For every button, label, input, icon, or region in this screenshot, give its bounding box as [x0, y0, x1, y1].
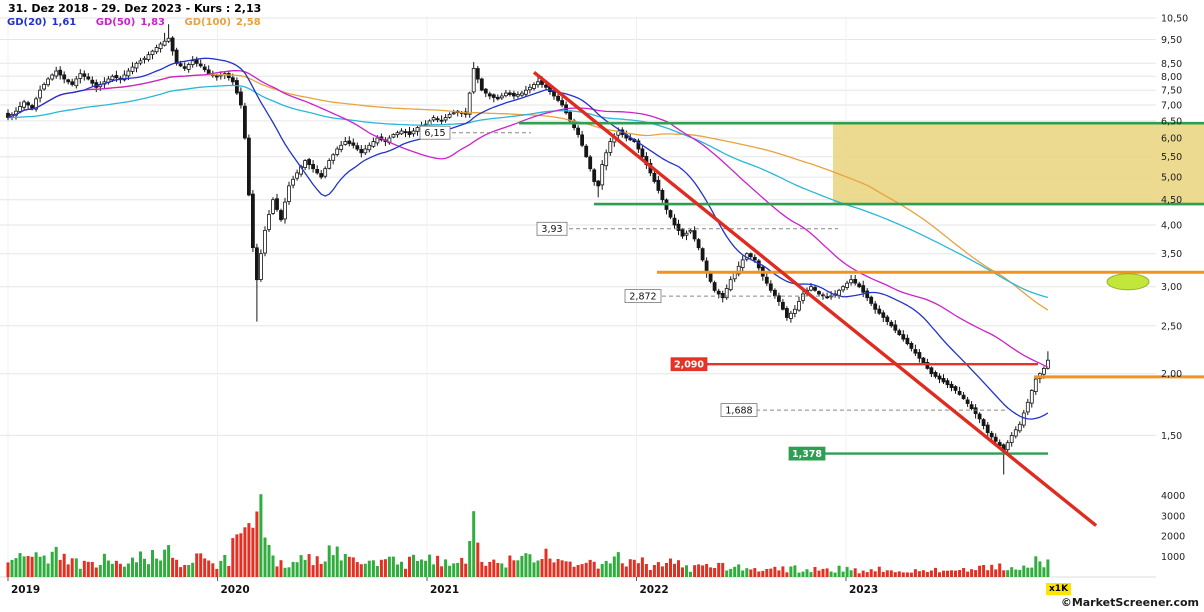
- svg-text:1,50: 1,50: [1161, 431, 1182, 442]
- volume-bars: [6, 494, 1050, 577]
- svg-text:2019: 2019: [11, 584, 40, 596]
- svg-text:4,50: 4,50: [1161, 195, 1182, 206]
- legend-item-gd20: GD(20) 1,61: [7, 17, 76, 28]
- svg-text:10,50: 10,50: [1161, 14, 1188, 25]
- svg-text:5,00: 5,00: [1161, 173, 1182, 184]
- ma-legend: GD(20) 1,61 GD(50) 1,83 GD(100) 2,58: [7, 17, 277, 28]
- legend-item-gd50: GD(50) 1,83: [96, 17, 165, 28]
- highlight-zone: [833, 123, 1204, 205]
- svg-text:2022: 2022: [640, 584, 669, 596]
- x-axis-labels: 2019 2020 2021 2022 2023: [7, 577, 878, 596]
- svg-text:7,00: 7,00: [1161, 101, 1182, 112]
- svg-text:1,688: 1,688: [725, 405, 752, 416]
- svg-text:2020: 2020: [221, 584, 250, 596]
- highlight-ellipse: [1106, 273, 1150, 291]
- volume-axis-labels: 4000 3000 2000 1000: [1161, 491, 1185, 563]
- marketscreener-watermark[interactable]: ©MarketScreener.com: [1060, 596, 1199, 609]
- svg-text:3,50: 3,50: [1161, 249, 1182, 260]
- legend-item-gd100: GD(100) 2,58: [185, 17, 261, 28]
- grid: [0, 16, 1156, 578]
- svg-text:8,50: 8,50: [1161, 59, 1182, 70]
- chart-title: 31. Dez 2018 - 29. Dez 2023 - Kurs : 2,1…: [8, 2, 262, 15]
- legend-value-gd50: 1,83: [140, 17, 166, 28]
- legend-label-gd50: GD(50): [95, 17, 136, 28]
- svg-text:7,50: 7,50: [1161, 86, 1182, 97]
- volume-unit-badge: x1K: [1046, 583, 1072, 595]
- candles: [6, 24, 1050, 475]
- svg-text:2000: 2000: [1161, 532, 1185, 543]
- svg-text:2023: 2023: [849, 584, 878, 596]
- legend-value-gd20: 1,61: [51, 17, 77, 28]
- svg-text:5,50: 5,50: [1161, 152, 1182, 163]
- ma-ema100: [7, 84, 1049, 299]
- svg-text:1,378: 1,378: [792, 449, 822, 460]
- svg-text:3000: 3000: [1161, 511, 1185, 522]
- svg-text:4000: 4000: [1161, 491, 1185, 502]
- svg-text:4,00: 4,00: [1161, 221, 1182, 232]
- svg-text:2021: 2021: [430, 584, 459, 596]
- y-axis-labels: 10,50 9,50 8,50 8,00 7,50 7,00 6,50 6,00 5,50 5,0…: [1161, 14, 1188, 442]
- svg-text:6,00: 6,00: [1161, 134, 1182, 145]
- ma-gd20: [7, 57, 1049, 420]
- svg-text:2,00: 2,00: [1161, 369, 1182, 380]
- legend-label-gd20: GD(20): [7, 17, 47, 28]
- svg-text:9,50: 9,50: [1161, 35, 1182, 46]
- svg-text:3,93: 3,93: [541, 224, 562, 235]
- svg-text:3,00: 3,00: [1161, 282, 1182, 293]
- legend-label-gd100: GD(100): [184, 17, 232, 28]
- trendline: [532, 70, 1098, 527]
- svg-text:6,15: 6,15: [424, 128, 445, 139]
- svg-text:2,090: 2,090: [674, 360, 704, 371]
- svg-text:1000: 1000: [1161, 552, 1185, 563]
- ma-gd50: [7, 69, 1049, 368]
- svg-text:8,00: 8,00: [1161, 72, 1182, 83]
- level-lines: 2,090 1,378 6,15 3,93 2,872 1,688: [419, 121, 1204, 461]
- svg-text:2,872: 2,872: [629, 291, 656, 302]
- svg-text:2,50: 2,50: [1161, 321, 1182, 332]
- legend-value-gd100: 2,58: [236, 17, 261, 28]
- svg-text:6,50: 6,50: [1161, 116, 1182, 127]
